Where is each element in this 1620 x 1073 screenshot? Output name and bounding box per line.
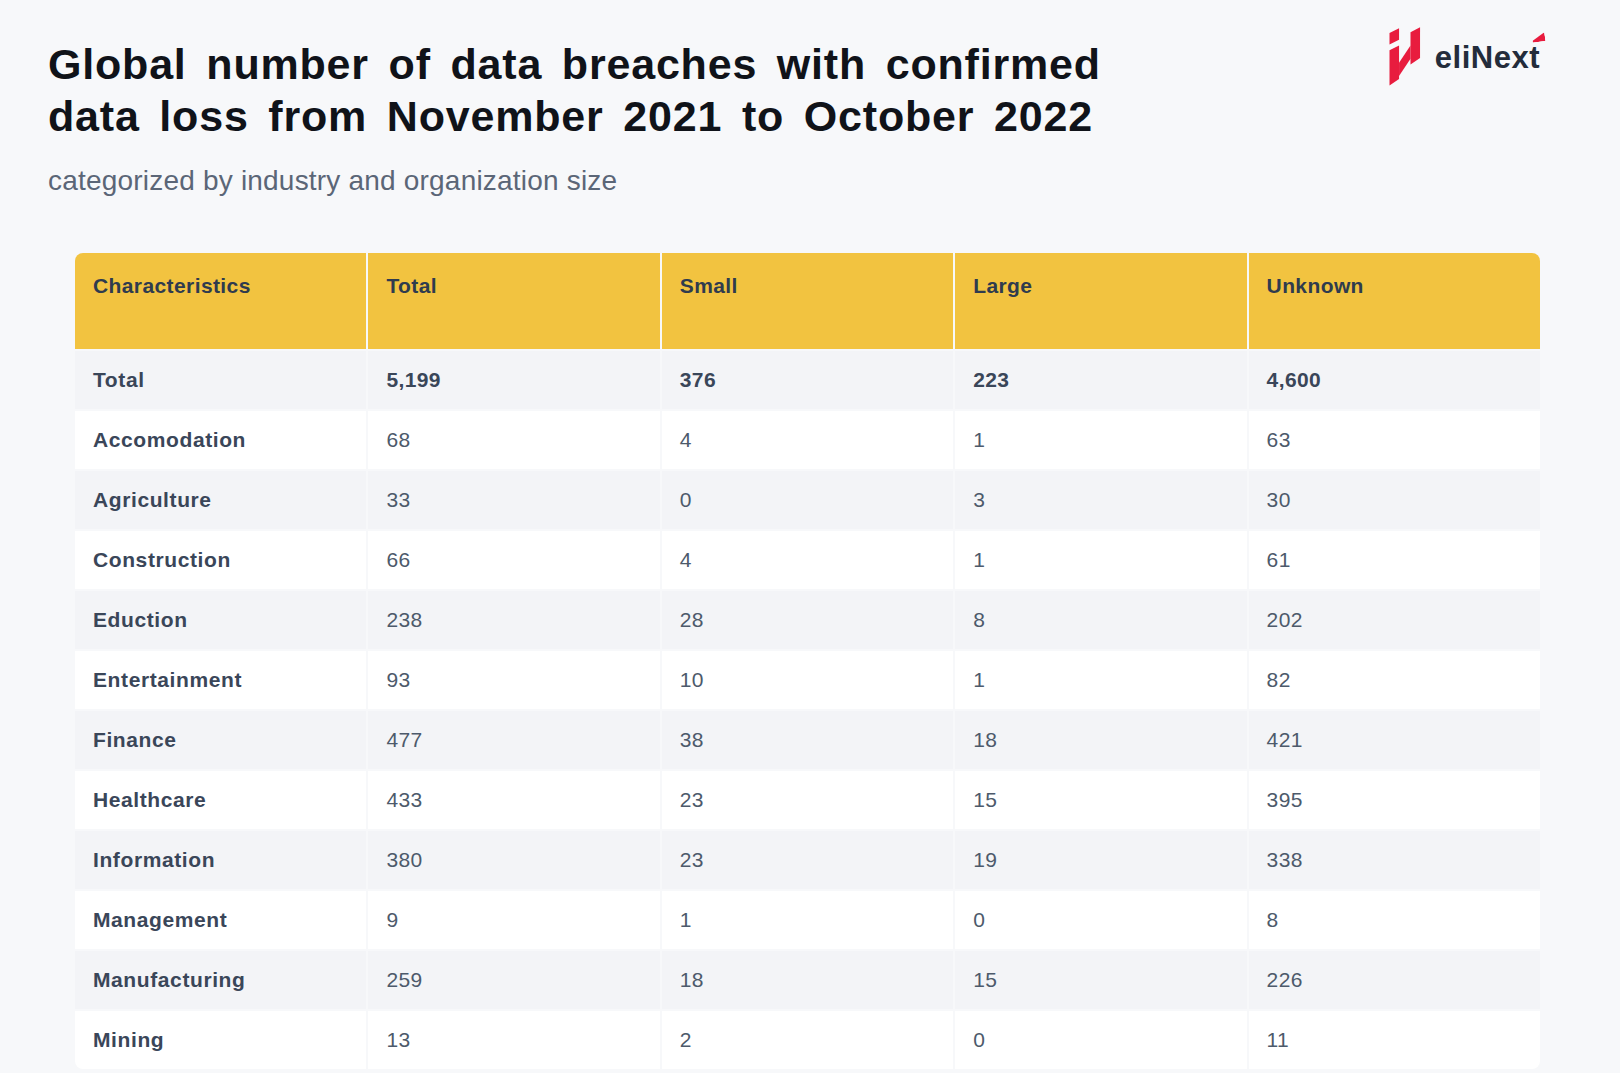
cell-unknown: 63 — [1249, 411, 1540, 469]
data-breaches-table: Characteristics Total Small Large Unknow… — [73, 251, 1542, 1071]
row-label: Information — [75, 831, 366, 889]
cell-unknown: 11 — [1249, 1011, 1540, 1069]
table-header: Characteristics Total Small Large Unknow… — [75, 253, 1540, 349]
cell-unknown: 30 — [1249, 471, 1540, 529]
table-row-healthcare: Healthcare 433 23 15 395 — [75, 771, 1540, 829]
cell-unknown: 82 — [1249, 651, 1540, 709]
row-label: Healthcare — [75, 771, 366, 829]
row-label: Accomodation — [75, 411, 366, 469]
table-row-management: Management 9 1 0 8 — [75, 891, 1540, 949]
cell-large: 15 — [955, 951, 1246, 1009]
cell-small: 2 — [662, 1011, 953, 1069]
column-header-small: Small — [662, 253, 953, 349]
cell-large: 1 — [955, 531, 1246, 589]
cell-total: 477 — [368, 711, 659, 769]
header-row: Characteristics Total Small Large Unknow… — [75, 253, 1540, 349]
logo-t-accent-icon — [1531, 32, 1545, 43]
cell-unknown: 4,600 — [1249, 351, 1540, 409]
column-header-unknown: Unknown — [1249, 253, 1540, 349]
cell-unknown: 202 — [1249, 591, 1540, 649]
column-header-large: Large — [955, 253, 1246, 349]
row-label: Agriculture — [75, 471, 366, 529]
cell-large: 1 — [955, 411, 1246, 469]
cell-small: 4 — [662, 411, 953, 469]
cell-small: 4 — [662, 531, 953, 589]
row-label: Mining — [75, 1011, 366, 1069]
row-label: Construction — [75, 531, 366, 589]
column-header-total: Total — [368, 253, 659, 349]
row-label: Manufacturing — [75, 951, 366, 1009]
table-row-accomodation: Accomodation 68 4 1 63 — [75, 411, 1540, 469]
cell-total: 259 — [368, 951, 659, 1009]
cell-large: 18 — [955, 711, 1246, 769]
cell-total: 13 — [368, 1011, 659, 1069]
cell-unknown: 338 — [1249, 831, 1540, 889]
cell-unknown: 8 — [1249, 891, 1540, 949]
cell-total: 9 — [368, 891, 659, 949]
cell-small: 10 — [662, 651, 953, 709]
row-label: Eduction — [75, 591, 366, 649]
table-body: Total 5,199 376 223 4,600 Accomodation 6… — [75, 351, 1540, 1069]
row-label: Entertainment — [75, 651, 366, 709]
cell-unknown: 61 — [1249, 531, 1540, 589]
cell-unknown: 226 — [1249, 951, 1540, 1009]
cell-small: 23 — [662, 771, 953, 829]
cell-total: 93 — [368, 651, 659, 709]
table-row-construction: Construction 66 4 1 61 — [75, 531, 1540, 589]
cell-small: 0 — [662, 471, 953, 529]
page-title-line-2: data loss from November 2021 to October … — [48, 90, 1572, 142]
cell-total: 66 — [368, 531, 659, 589]
row-label: Management — [75, 891, 366, 949]
cell-small: 1 — [662, 891, 953, 949]
row-label: Finance — [75, 711, 366, 769]
elinext-n-icon — [1379, 26, 1421, 90]
cell-small: 376 — [662, 351, 953, 409]
page-title: Global number of data breaches with conf… — [48, 38, 1572, 143]
column-header-characteristics: Characteristics — [75, 253, 366, 349]
table-row-mining: Mining 13 2 0 11 — [75, 1011, 1540, 1069]
cell-total: 433 — [368, 771, 659, 829]
cell-total: 380 — [368, 831, 659, 889]
cell-total: 68 — [368, 411, 659, 469]
elinext-wordmark-text: eliNext — [1435, 40, 1540, 75]
cell-large: 1 — [955, 651, 1246, 709]
cell-total: 238 — [368, 591, 659, 649]
cell-large: 8 — [955, 591, 1246, 649]
cell-small: 18 — [662, 951, 953, 1009]
elinext-wordmark: eliNext — [1435, 40, 1544, 76]
cell-total: 5,199 — [368, 351, 659, 409]
page-title-line-1: Global number of data breaches with conf… — [48, 38, 1572, 90]
cell-unknown: 421 — [1249, 711, 1540, 769]
table-wrapper: Characteristics Total Small Large Unknow… — [73, 251, 1620, 1071]
elinext-logo: eliNext — [1379, 26, 1544, 90]
cell-large: 3 — [955, 471, 1246, 529]
cell-large: 19 — [955, 831, 1246, 889]
cell-large: 0 — [955, 1011, 1246, 1069]
table-row-entertainment: Entertainment 93 10 1 82 — [75, 651, 1540, 709]
table-row-finance: Finance 477 38 18 421 — [75, 711, 1540, 769]
cell-small: 38 — [662, 711, 953, 769]
cell-large: 15 — [955, 771, 1246, 829]
table-row-agriculture: Agriculture 33 0 3 30 — [75, 471, 1540, 529]
table-row-eduction: Eduction 238 28 8 202 — [75, 591, 1540, 649]
cell-large: 223 — [955, 351, 1246, 409]
cell-small: 28 — [662, 591, 953, 649]
table-row-manufacturing: Manufacturing 259 18 15 226 — [75, 951, 1540, 1009]
row-label: Total — [75, 351, 366, 409]
cell-small: 23 — [662, 831, 953, 889]
cell-large: 0 — [955, 891, 1246, 949]
cell-unknown: 395 — [1249, 771, 1540, 829]
table-row-information: Information 380 23 19 338 — [75, 831, 1540, 889]
cell-total: 33 — [368, 471, 659, 529]
page-subtitle: categorized by industry and organization… — [48, 165, 1572, 197]
page-header: Global number of data breaches with conf… — [0, 0, 1620, 197]
table-row-total: Total 5,199 376 223 4,600 — [75, 351, 1540, 409]
